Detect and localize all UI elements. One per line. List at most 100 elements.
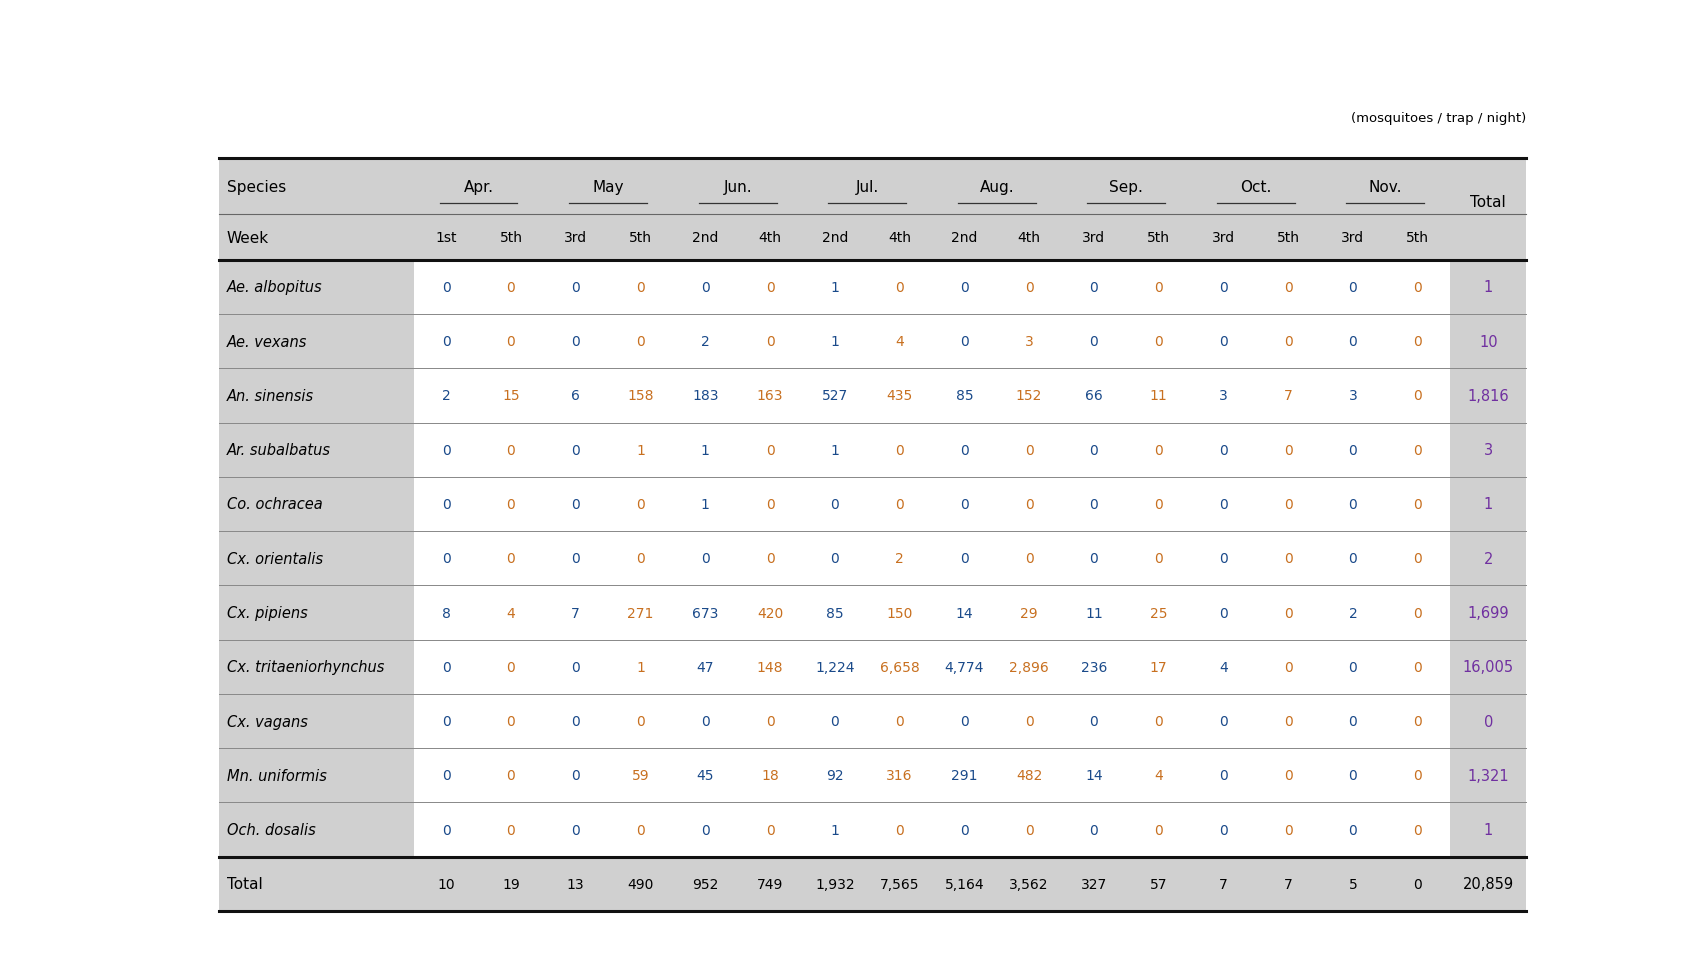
Text: Oct.: Oct.	[1240, 180, 1270, 195]
Text: 0: 0	[1413, 443, 1421, 457]
Text: 0: 0	[895, 714, 903, 729]
Text: 3: 3	[1482, 443, 1493, 458]
Text: 0: 0	[441, 443, 450, 457]
Text: 0: 0	[830, 498, 839, 511]
Text: 5th: 5th	[499, 231, 523, 244]
Text: 1: 1	[830, 822, 839, 837]
Text: 1: 1	[635, 660, 645, 674]
Text: 0: 0	[1219, 498, 1228, 511]
Text: 14: 14	[954, 606, 973, 620]
Text: 435: 435	[886, 389, 912, 403]
Bar	[219, 640, 1525, 694]
Text: Jun.: Jun.	[723, 180, 752, 195]
Text: 0: 0	[1482, 714, 1493, 729]
Text: 5th: 5th	[1146, 231, 1170, 244]
Text: 0: 0	[830, 552, 839, 565]
Text: 0: 0	[701, 552, 710, 565]
Text: 0: 0	[1284, 822, 1292, 837]
Bar	[414, 640, 1448, 694]
Bar	[219, 748, 1525, 803]
Text: 4: 4	[1219, 660, 1228, 674]
Text: 0: 0	[1088, 334, 1097, 349]
Text: 7: 7	[1219, 877, 1228, 891]
Bar	[414, 423, 1448, 477]
Text: Species: Species	[228, 180, 285, 195]
Text: 0: 0	[1024, 443, 1032, 457]
Text: 1,816: 1,816	[1467, 388, 1508, 404]
Text: 0: 0	[506, 443, 514, 457]
Text: 0: 0	[701, 822, 710, 837]
Text: 0: 0	[830, 714, 839, 729]
Text: 0: 0	[1348, 769, 1357, 782]
Text: 0: 0	[1219, 552, 1228, 565]
Text: 0: 0	[1284, 552, 1292, 565]
Text: 20,859: 20,859	[1462, 876, 1513, 892]
Text: 0: 0	[1284, 606, 1292, 620]
Text: 0: 0	[441, 334, 450, 349]
Text: 0: 0	[1024, 822, 1032, 837]
Text: 0: 0	[959, 498, 968, 511]
Text: 0: 0	[1284, 334, 1292, 349]
Text: Cx. pipiens: Cx. pipiens	[228, 605, 307, 620]
Text: Ae. albopitus: Ae. albopitus	[228, 280, 323, 295]
Text: 0: 0	[766, 714, 774, 729]
Text: 0: 0	[1088, 822, 1097, 837]
Text: 3rd: 3rd	[1341, 231, 1363, 244]
Text: 0: 0	[1088, 552, 1097, 565]
Text: 5,164: 5,164	[944, 877, 983, 891]
Text: 0: 0	[1153, 334, 1163, 349]
Text: 0: 0	[1413, 389, 1421, 403]
Text: 13: 13	[567, 877, 584, 891]
Text: 0: 0	[766, 334, 774, 349]
Bar	[219, 857, 1525, 911]
Text: 0: 0	[1088, 443, 1097, 457]
Bar	[414, 260, 1448, 315]
Text: 18: 18	[761, 769, 778, 782]
Text: Jul.: Jul.	[856, 180, 878, 195]
Text: 1: 1	[830, 334, 839, 349]
Text: 327: 327	[1080, 877, 1107, 891]
Text: Och. dosalis: Och. dosalis	[228, 822, 316, 837]
Text: May: May	[593, 180, 623, 195]
Text: 0: 0	[506, 822, 514, 837]
Text: 0: 0	[1284, 769, 1292, 782]
Text: Cx. tritaeniorhynchus: Cx. tritaeniorhynchus	[228, 659, 384, 675]
Bar	[414, 694, 1448, 748]
Text: 4: 4	[506, 606, 514, 620]
Bar	[414, 315, 1448, 369]
Text: 8: 8	[441, 606, 450, 620]
Text: Mn. uniformis: Mn. uniformis	[228, 768, 326, 783]
Text: 0: 0	[1024, 714, 1032, 729]
Text: 11: 11	[1150, 389, 1167, 403]
Text: Aug.: Aug.	[978, 180, 1014, 195]
Text: 0: 0	[895, 443, 903, 457]
Bar	[219, 423, 1525, 477]
Text: 0: 0	[506, 660, 514, 674]
Text: 0: 0	[635, 498, 645, 511]
Text: 0: 0	[571, 334, 579, 349]
Text: 66: 66	[1085, 389, 1102, 403]
Text: 150: 150	[886, 606, 912, 620]
Text: 2nd: 2nd	[822, 231, 847, 244]
Text: 0: 0	[1284, 660, 1292, 674]
Text: 85: 85	[954, 389, 973, 403]
Text: 0: 0	[1219, 714, 1228, 729]
Text: 3rd: 3rd	[1082, 231, 1105, 244]
Text: 0: 0	[1284, 281, 1292, 294]
Text: 271: 271	[627, 606, 654, 620]
Text: 6: 6	[571, 389, 579, 403]
Text: 2: 2	[1348, 606, 1357, 620]
Text: 0: 0	[1088, 498, 1097, 511]
Text: 158: 158	[627, 389, 654, 403]
Text: 0: 0	[1284, 498, 1292, 511]
Text: 0: 0	[1024, 552, 1032, 565]
Text: 5th: 5th	[628, 231, 652, 244]
Text: 0: 0	[441, 498, 450, 511]
Text: 0: 0	[1284, 714, 1292, 729]
Text: 1,321: 1,321	[1467, 768, 1508, 783]
Text: 1,932: 1,932	[815, 877, 854, 891]
Text: 0: 0	[506, 281, 514, 294]
Text: 1: 1	[635, 443, 645, 457]
Text: 0: 0	[571, 822, 579, 837]
Text: 0: 0	[1088, 281, 1097, 294]
